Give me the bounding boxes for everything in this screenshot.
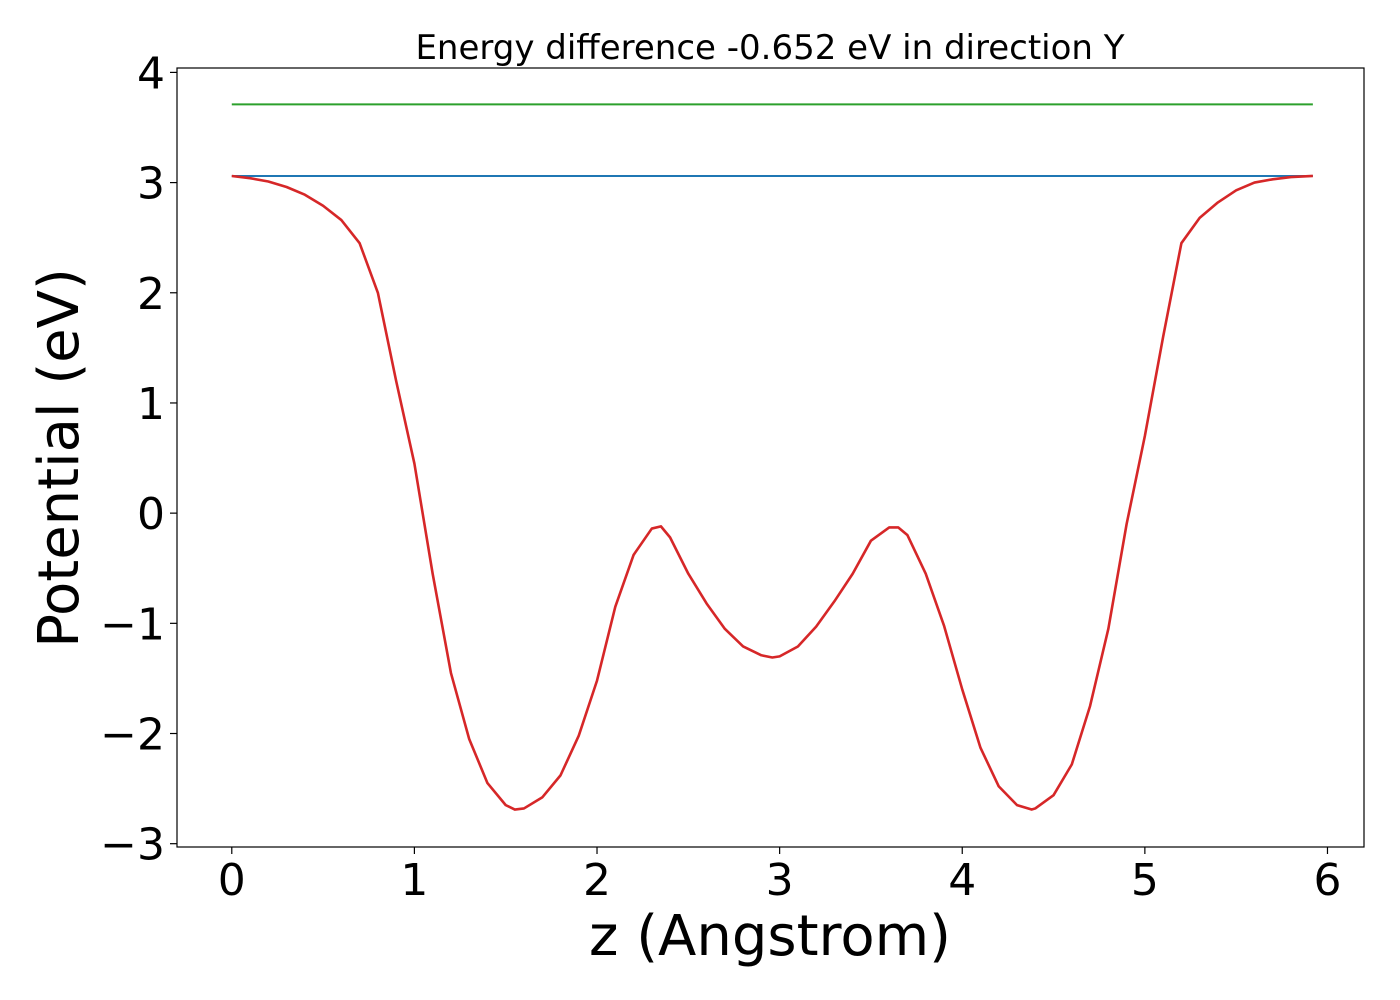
- series-layer: [231, 103, 1313, 811]
- x-axis: 0 1 2 3 4 5 6: [218, 847, 1341, 906]
- x-axis-title: z (Angstrom): [589, 904, 951, 969]
- y-tick-label: 0: [137, 489, 165, 540]
- x-tick-label: 6: [1313, 855, 1341, 906]
- y-tick-label: 2: [137, 269, 165, 320]
- x-tick-label: 5: [1131, 855, 1159, 906]
- y-tick-label: 3: [137, 159, 165, 210]
- y-tick-label: 4: [137, 48, 165, 99]
- plot-frame: [176, 67, 1365, 848]
- y-tick-label: −2: [100, 710, 165, 761]
- x-tick-label: 0: [218, 855, 246, 906]
- chart-title: Energy difference -0.652 eV in direction…: [415, 28, 1124, 68]
- x-tick-label: 4: [948, 855, 976, 906]
- y-tick-label: −1: [100, 599, 165, 650]
- x-tick-label: 2: [583, 855, 611, 906]
- y-axis-title: Potential (eV): [27, 268, 92, 648]
- y-axis: −3 −2 −1 0 1 2 3 4: [100, 48, 177, 871]
- y-tick-label: 1: [137, 379, 165, 430]
- y-tick-label: −3: [100, 820, 165, 871]
- series-line-2: [231, 174, 1313, 811]
- x-tick-label: 1: [400, 855, 428, 906]
- x-tick-label: 3: [766, 855, 794, 906]
